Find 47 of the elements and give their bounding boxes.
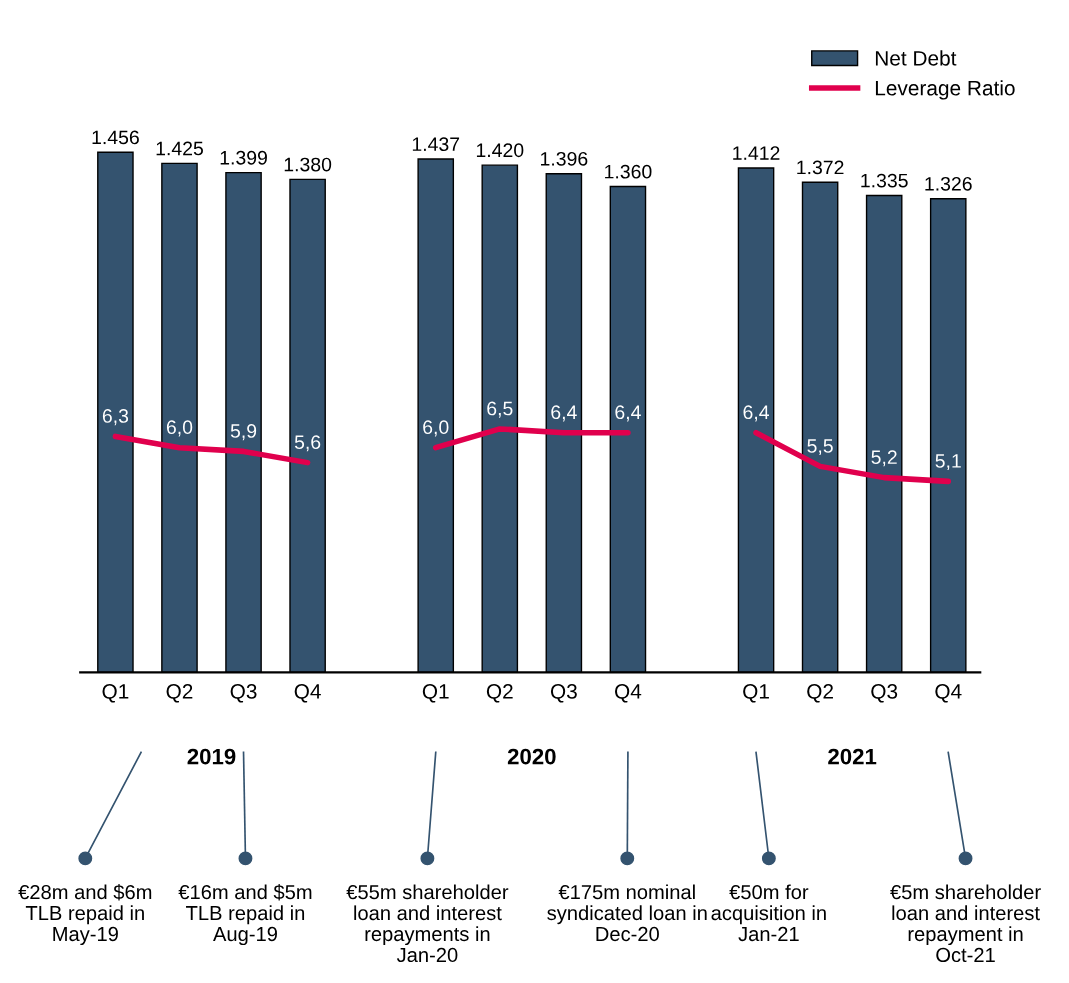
text: €16m and $5m TLB repaid in Aug-19	[178, 884, 312, 946]
text: 2019	[187, 748, 236, 765]
x-tick-label: Q2	[166, 684, 193, 703]
data-label: 1.399	[220, 150, 267, 165]
x-tick-label: Q1	[422, 684, 449, 703]
data-label: 5,1	[935, 454, 961, 471]
data-label: 6,4	[551, 405, 577, 422]
x-tick-label: Q4	[294, 684, 321, 703]
data-label: 6,3	[102, 409, 129, 426]
data-label: 6,0	[423, 420, 449, 437]
text: 2020	[507, 748, 556, 765]
text: €50m for acquisition in Jan-21	[711, 884, 826, 942]
x-tick-label: Q3	[550, 684, 577, 703]
data-label: 6,5	[487, 401, 513, 418]
legend-label: Leverage Ratio	[875, 80, 1015, 100]
data-label: 1.437	[412, 137, 460, 152]
data-label: 5,9	[230, 424, 257, 441]
x-tick-label: Q2	[486, 684, 513, 703]
x-tick-label: Q3	[871, 684, 898, 703]
text: €55m shareholder loan and interest repayments in Jan-20	[346, 884, 509, 963]
text: €5m shareholder loan and interest repayment in Oct-21	[890, 884, 1041, 963]
x-tick-label: Q3	[230, 684, 257, 703]
x-tick-label: Q4	[935, 684, 962, 703]
data-label: 1.396	[541, 151, 588, 166]
legend-label: Net Debt	[875, 50, 957, 66]
data-label: 1.412	[733, 146, 780, 160]
data-label: 1.425	[156, 141, 203, 156]
data-label: 1.380	[284, 157, 332, 172]
data-label: 5,5	[807, 439, 833, 456]
data-label: 6,0	[166, 420, 193, 437]
data-label: 6,4	[615, 405, 641, 422]
text: €28m and $6m TLB repaid in May-19	[18, 884, 152, 946]
x-tick-label: Q1	[102, 684, 129, 703]
data-label: 1.360	[605, 164, 652, 179]
data-label: 1.372	[797, 160, 844, 175]
x-tick-label: Q2	[807, 684, 833, 703]
data-label: 5,2	[871, 450, 897, 467]
data-label: 1.456	[92, 130, 139, 145]
data-label: 5,6	[294, 435, 321, 452]
text: €175m nominal syndicated loan in Dec-20	[547, 884, 707, 942]
data-label: 1.326	[925, 176, 972, 191]
text: 2021	[828, 748, 877, 765]
data-label: 1.420	[476, 143, 524, 158]
data-label: 6,4	[743, 405, 769, 422]
x-tick-label: Q4	[615, 684, 642, 703]
x-tick-label: Q1	[743, 684, 769, 703]
data-label: 1.335	[861, 173, 908, 188]
